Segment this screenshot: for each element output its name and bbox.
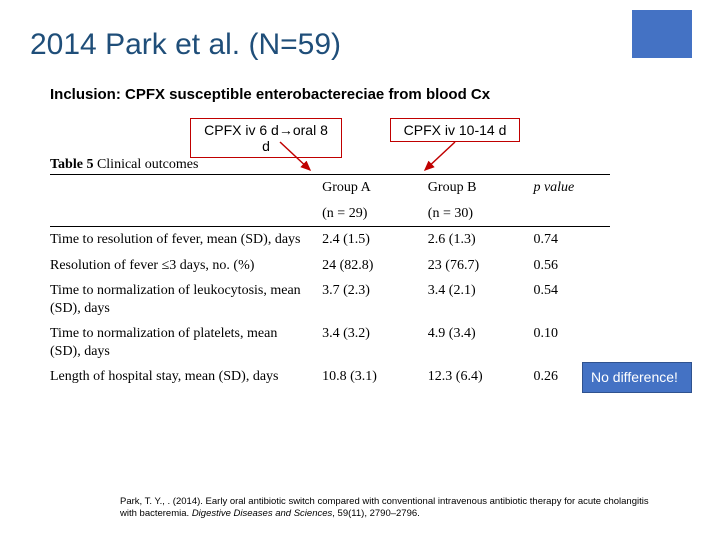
row-label: Time to normalization of platelets, mean… bbox=[50, 321, 314, 364]
citation-journal: Digestive Diseases and Sciences bbox=[192, 508, 332, 519]
slide-title: 2014 Park et al. (N=59) bbox=[30, 28, 341, 62]
row-label: Resolution of fever ≤3 days, no. (%) bbox=[50, 253, 314, 279]
cell-a: 3.7 (2.3) bbox=[314, 278, 420, 321]
cell-a: 10.8 (3.1) bbox=[314, 364, 420, 390]
cell-p: 0.10 bbox=[525, 321, 610, 364]
cell-p: 0.54 bbox=[525, 278, 610, 321]
table-row: Time to resolution of fever, mean (SD), … bbox=[50, 227, 610, 253]
col-header-group-b: Group B bbox=[420, 175, 526, 201]
group-a-label-box: CPFX iv 6 d→oral 8 d bbox=[190, 118, 342, 158]
col-subheader-group-b-n: (n = 30) bbox=[420, 201, 526, 227]
col-subheader-group-a-n: (n = 29) bbox=[314, 201, 420, 227]
table-caption: Table 5 Clinical outcomes bbox=[50, 157, 198, 173]
accent-rectangle bbox=[632, 10, 692, 58]
inclusion-criteria: Inclusion: CPFX susceptible enterobacter… bbox=[50, 86, 490, 103]
cell-a: 2.4 (1.5) bbox=[314, 227, 420, 253]
table-row: Length of hospital stay, mean (SD), days… bbox=[50, 364, 610, 390]
cell-b: 4.9 (3.4) bbox=[420, 321, 526, 364]
col-header-pvalue: p value bbox=[533, 180, 574, 195]
table-row: Time to normalization of platelets, mean… bbox=[50, 321, 610, 364]
citation-rest: , 59(11), 2790–2796. bbox=[332, 508, 420, 519]
table-number: Table 5 bbox=[50, 157, 93, 172]
clinical-outcomes-table: Group A Group B p value (n = 29) (n = 30… bbox=[50, 174, 610, 390]
no-difference-callout: No difference! bbox=[582, 362, 692, 393]
col-header-group-a: Group A bbox=[314, 175, 420, 201]
table-row: Time to normalization of leukocytosis, m… bbox=[50, 278, 610, 321]
cell-p: 0.56 bbox=[525, 253, 610, 279]
cell-b: 23 (76.7) bbox=[420, 253, 526, 279]
cell-a: 3.4 (3.2) bbox=[314, 321, 420, 364]
group-b-label-box: CPFX iv 10-14 d bbox=[390, 118, 520, 142]
table-row: Resolution of fever ≤3 days, no. (%) 24 … bbox=[50, 253, 610, 279]
citation: Park, T. Y., . (2014). Early oral antibi… bbox=[120, 496, 660, 520]
row-label: Time to resolution of fever, mean (SD), … bbox=[50, 227, 314, 253]
row-label: Time to normalization of leukocytosis, m… bbox=[50, 278, 314, 321]
cell-p: 0.74 bbox=[525, 227, 610, 253]
cell-b: 12.3 (6.4) bbox=[420, 364, 526, 390]
row-label: Length of hospital stay, mean (SD), days bbox=[50, 364, 314, 390]
cell-b: 2.6 (1.3) bbox=[420, 227, 526, 253]
table-caption-text: Clinical outcomes bbox=[93, 157, 198, 172]
cell-b: 3.4 (2.1) bbox=[420, 278, 526, 321]
cell-a: 24 (82.8) bbox=[314, 253, 420, 279]
